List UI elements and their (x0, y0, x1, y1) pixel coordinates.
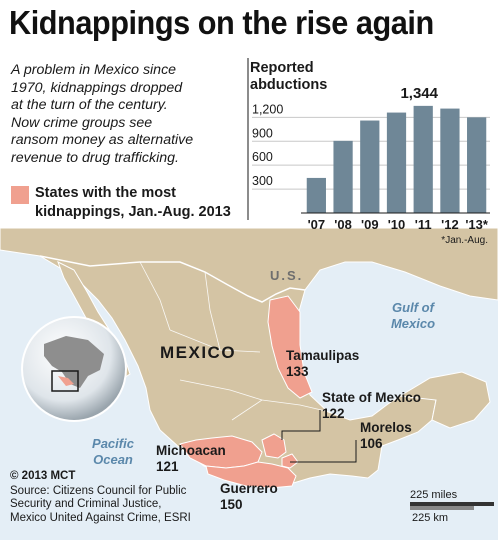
state-michoacan (179, 435, 263, 469)
state-name: State of Mexico (322, 390, 422, 405)
state-name: Michoacan (156, 443, 226, 458)
chart-peak-label: 1,344 (400, 85, 438, 102)
intro-text: A problem in Mexico since 1970, kidnappi… (11, 62, 246, 167)
state-guerrero (205, 461, 297, 489)
state-value: 150 (220, 497, 243, 512)
globe-locator-box (51, 370, 79, 392)
chart-bar (360, 120, 380, 213)
state-name: Morelos (360, 420, 412, 435)
state-tamaulipas (267, 295, 313, 399)
state-borders (139, 261, 331, 421)
source-line: Source: Citizens Council for Public (10, 484, 187, 497)
legend-swatch (11, 186, 29, 204)
leader-lines (281, 410, 357, 463)
pacific-line: Ocean (93, 452, 133, 467)
chart-y-ticks: 1,200 900 600 300 (252, 102, 283, 188)
gulf-line: Gulf of (392, 300, 434, 315)
chart-bar (413, 105, 433, 213)
state-morelos (281, 453, 299, 469)
globe-inset (21, 316, 127, 422)
chart-bars (306, 105, 487, 213)
chart-x-tick-label: '13* (465, 217, 489, 232)
intro-line: A problem in Mexico since (11, 62, 177, 78)
chart-x-ticks: '07 '08 '09 '10 '11 '12 '13* (308, 217, 489, 232)
source-line: Security and Criminal Justice, (10, 498, 162, 510)
chart-title: Reported abductions (250, 60, 327, 94)
label-guerrero: Guerrero 150 (220, 481, 278, 513)
landmass (0, 227, 498, 485)
intro-line: revenue to drug trafficking. (11, 149, 179, 166)
pacific-label: Pacific Ocean (80, 436, 146, 468)
chart-x-tick-label: '09 (361, 217, 379, 232)
chart-x-tick-label: '11 (415, 217, 432, 232)
scale-miles-label: 225 miles (410, 489, 458, 501)
chart-bar (333, 140, 353, 213)
label-michoacan: Michoacan 121 (156, 443, 226, 475)
state-name: Tamaulipas (286, 348, 360, 363)
gulf-label: Gulf of Mexico (378, 300, 448, 332)
label-state-of-mexico: State of Mexico 122 (322, 390, 421, 422)
page-title: Kidnappings on the rise again (9, 4, 434, 41)
chart-x-tick-label: '07 (308, 217, 326, 232)
us-label: U.S. (270, 268, 304, 283)
chart-bar (440, 108, 460, 213)
source-line: Mexico United Against Crime, ESRI (10, 511, 191, 524)
state-value: 122 (322, 406, 345, 421)
chart-y-tick-label: 600 (252, 150, 273, 164)
intro-line: at the turn of the century. (11, 97, 168, 113)
state-value: 106 (360, 436, 383, 451)
yucatan (398, 371, 491, 429)
label-tamaulipas: Tamaulipas 133 (286, 348, 359, 380)
chart-footnote: *Jan.-Aug. (441, 235, 488, 246)
chart-y-tick-label: 900 (252, 126, 273, 140)
label-morelos: Morelos 106 (360, 420, 412, 452)
chart-bar (386, 112, 407, 213)
chart-y-tick-label: 1,200 (252, 102, 283, 116)
chart-x-tick-label: '10 (388, 217, 406, 232)
scale-km-label: 225 km (412, 512, 449, 524)
legend-line: kidnappings, Jan.-Aug. 2013 (35, 204, 231, 220)
intro-line: Now crime groups see (11, 114, 153, 131)
state-name: Guerrero (220, 481, 278, 496)
chart-title-line: abductions (250, 77, 328, 93)
country-label: MEXICO (160, 343, 237, 362)
abductions-bar-chart: 1,200 900 600 300 '07 '08 '09 '10 '11 '12 '13* 1,… (247, 58, 490, 246)
intro-line: ransom money as alternative (11, 132, 194, 148)
state-value: 121 (156, 459, 179, 474)
pacific-line: Pacific (92, 436, 134, 451)
credits: © 2013 MCT Source: Citizens Council for … (10, 470, 191, 525)
state-value: 133 (286, 364, 309, 379)
gulf-line: Mexico (390, 316, 436, 331)
legend-line: States with the most (35, 185, 176, 201)
intro-line: 1970, kidnappings dropped (11, 79, 183, 96)
chart-y-tick-label: 300 (252, 174, 273, 188)
copyright: © 2013 MCT (10, 470, 76, 482)
chart-x-tick-label: '08 (334, 217, 352, 232)
chart-bar (306, 177, 326, 213)
chart-x-tick-label: '12 (441, 217, 459, 232)
chart-title-line: Reported (250, 60, 314, 76)
state-of-mexico (261, 433, 287, 459)
us-border (39, 255, 306, 303)
legend-label: States with the most kidnappings, Jan.-A… (35, 184, 231, 222)
chart-bar (467, 117, 487, 213)
scale-bar (410, 502, 494, 510)
